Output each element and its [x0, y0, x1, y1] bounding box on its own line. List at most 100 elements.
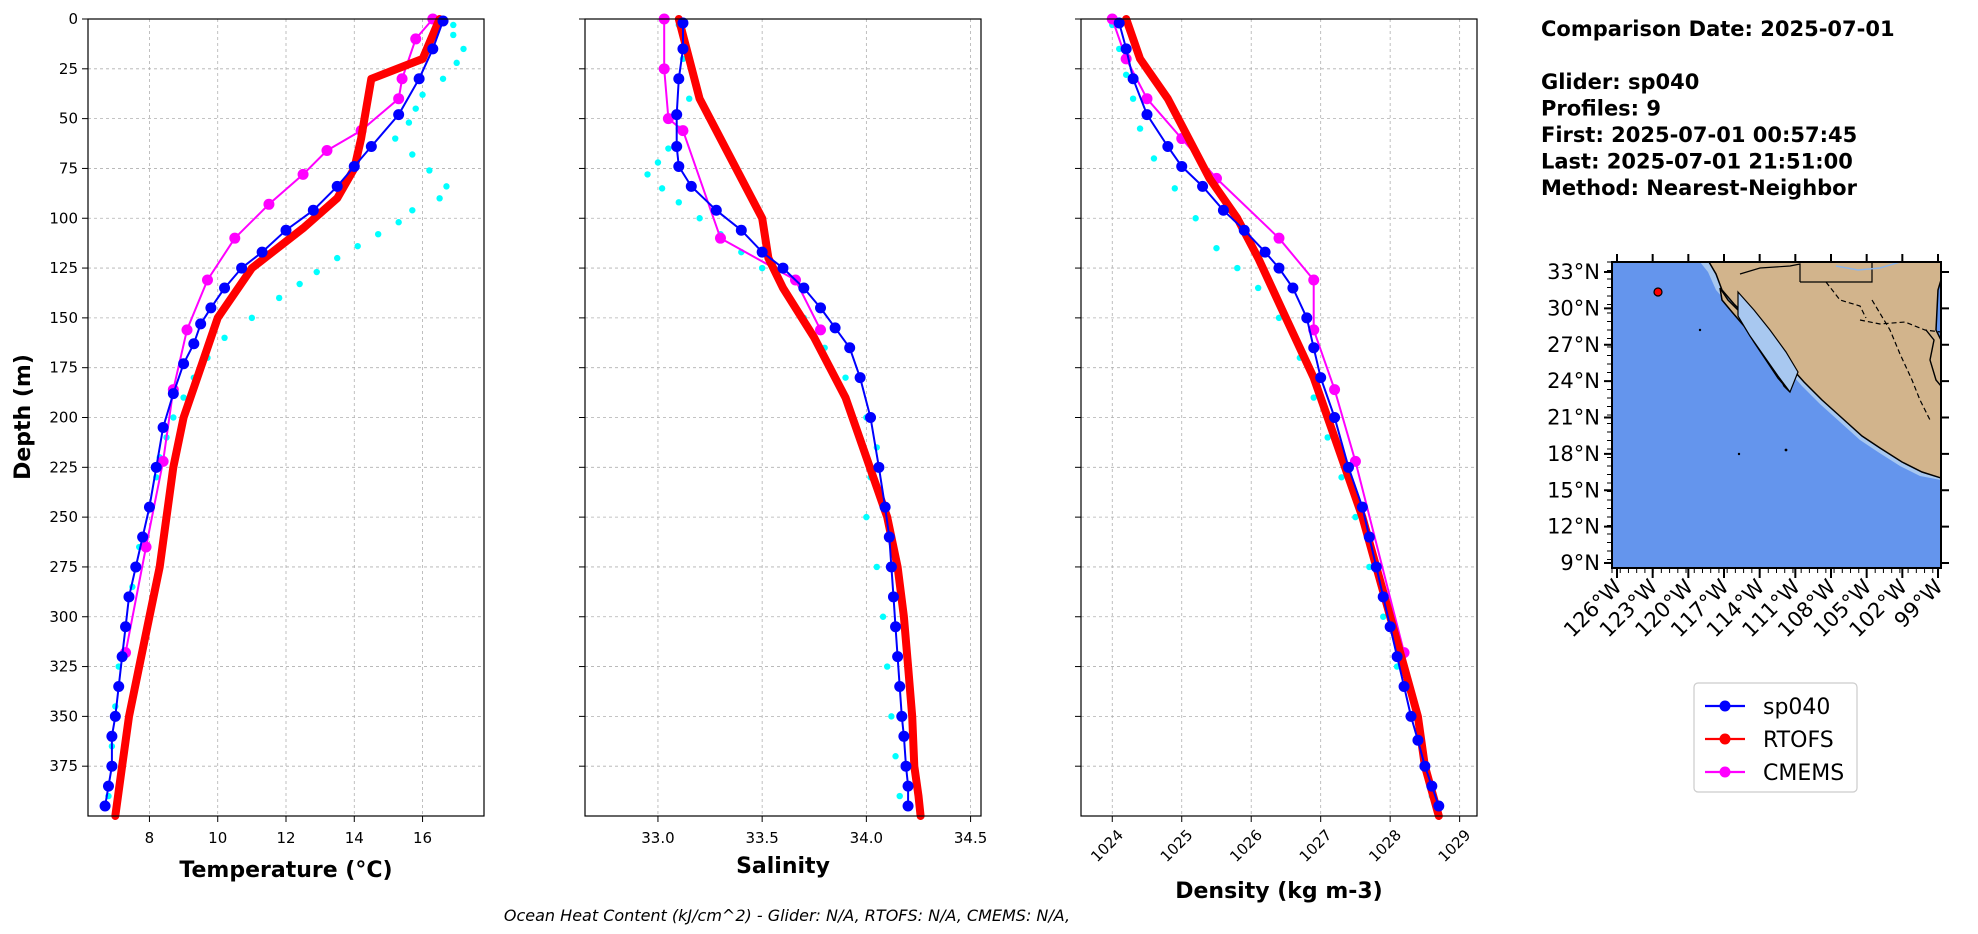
- y-tick-label: 250: [49, 508, 78, 526]
- sp040-point: [1356, 501, 1368, 513]
- glider-profile-point: [1192, 215, 1199, 222]
- legend-label: RTOFS: [1763, 728, 1834, 753]
- glider-profile-point: [879, 613, 887, 620]
- glider-profile-point: [392, 135, 399, 142]
- sp040-point: [1127, 73, 1139, 85]
- sp040-point: [902, 800, 914, 812]
- sp040-point: [854, 372, 866, 384]
- glider-profile-point: [405, 119, 413, 126]
- sp040-line: [1118, 22, 1440, 807]
- cmems-point: [410, 33, 422, 45]
- glider-profile-point: [644, 171, 651, 178]
- sp040-point: [178, 358, 190, 370]
- glider-profile-point: [450, 31, 457, 39]
- sp040-point: [1287, 282, 1299, 294]
- sp040-point: [844, 342, 856, 354]
- x-tick-label: 16: [413, 829, 432, 847]
- sp040-point: [685, 180, 697, 192]
- rtofs-line: [111, 15, 444, 820]
- sp040-point: [1238, 224, 1250, 236]
- sp040-point: [280, 224, 292, 236]
- cmems-point: [297, 168, 309, 180]
- cmems-point: [677, 125, 689, 137]
- info-line: Method: Nearest-Neighbor: [1541, 176, 1858, 200]
- sp040-point: [102, 780, 114, 792]
- glider-profile-point: [1136, 125, 1144, 132]
- sp040-point: [256, 246, 268, 258]
- glider-profile-point: [460, 45, 467, 53]
- glider-profile-point: [888, 713, 895, 720]
- sp040-point: [307, 204, 319, 216]
- sp040-point: [1259, 246, 1271, 258]
- sp040-point: [1141, 109, 1153, 121]
- sp040-point: [756, 246, 768, 258]
- sp040-point: [109, 710, 121, 722]
- y-tick-label: 25: [59, 60, 78, 78]
- temperature-label-word: Temperature (°C): [179, 858, 392, 883]
- sp040-point: [890, 621, 902, 633]
- legend-label: sp040: [1763, 695, 1830, 720]
- glider-profile-point: [248, 314, 256, 322]
- info-line: Last: 2025-07-01 21:51:00: [1541, 150, 1853, 174]
- sp040-point: [1217, 204, 1229, 216]
- y-tick-label: 150: [49, 309, 78, 327]
- sp040-point: [1176, 160, 1188, 172]
- sp040-point: [879, 501, 891, 513]
- sp040-point: [437, 15, 449, 27]
- sp040-point: [898, 730, 910, 742]
- x-tick-label: 33.0: [641, 829, 674, 847]
- glider-profile-point: [1324, 434, 1331, 441]
- cmems-point: [815, 324, 827, 336]
- map-lat-label: 9°N: [1560, 551, 1600, 575]
- cmems-point: [201, 274, 213, 286]
- sp040-point: [815, 302, 827, 314]
- info-line: Comparison Date: 2025-07-01: [1541, 17, 1895, 41]
- y-tick-label: 175: [49, 359, 78, 377]
- sp040-point: [1433, 800, 1445, 812]
- map-river: [1835, 262, 1901, 271]
- y-tick-label: 375: [49, 757, 78, 775]
- glider-profile-point: [696, 215, 703, 222]
- map-inset: 33°N30°N27°N24°N21°N18°N15°N12°N9°N126°W…: [1547, 254, 1949, 642]
- glider-profile-point: [436, 195, 443, 202]
- map-island-3: [1784, 448, 1788, 452]
- x-tick-label: 1028: [1365, 826, 1405, 866]
- sp040-point: [393, 109, 405, 121]
- ohc-footer: Ocean Heat Content (kJ/cm^2) - Glider: N…: [504, 906, 1070, 925]
- x-tick-label: 1027: [1296, 826, 1336, 866]
- x-tick-label: 34.0: [850, 829, 883, 847]
- map-lat-label: 21°N: [1547, 406, 1600, 430]
- glider-profile-point: [170, 414, 177, 421]
- glider-profile-point: [419, 91, 426, 98]
- temperature-series: [99, 13, 467, 820]
- sp040-point: [331, 180, 343, 192]
- glider-profile-point: [426, 167, 433, 174]
- glider-profile-point: [409, 207, 416, 214]
- glider-profile-point: [180, 394, 187, 401]
- sp040-point: [106, 760, 118, 772]
- sp040-point: [671, 109, 683, 121]
- map-island-1: [1698, 328, 1702, 332]
- sp040-point: [1370, 561, 1382, 573]
- rtofs-line: [674, 15, 925, 820]
- cmems-point: [1329, 384, 1341, 396]
- y-tick-label: 275: [49, 558, 78, 576]
- depth-axis-label: Depth (m): [11, 354, 36, 480]
- cmems-point: [181, 324, 193, 336]
- sp040-point: [902, 780, 914, 792]
- sp040-point: [900, 760, 912, 772]
- glider-profile-point: [1254, 284, 1262, 292]
- cmems-point: [662, 113, 674, 125]
- x-tick-label: 10: [208, 829, 227, 847]
- map-lat-label: 27°N: [1547, 333, 1600, 357]
- sp040-point: [413, 73, 425, 85]
- legend-label: CMEMS: [1763, 761, 1844, 786]
- glider-profile-point: [758, 264, 766, 272]
- sp040-point: [365, 141, 377, 153]
- info-line: Glider: sp040: [1541, 70, 1699, 94]
- y-tick-label: 125: [49, 259, 78, 277]
- sp040-point: [829, 322, 841, 334]
- y-tick-label: 200: [49, 409, 78, 427]
- sp040-point: [157, 421, 169, 433]
